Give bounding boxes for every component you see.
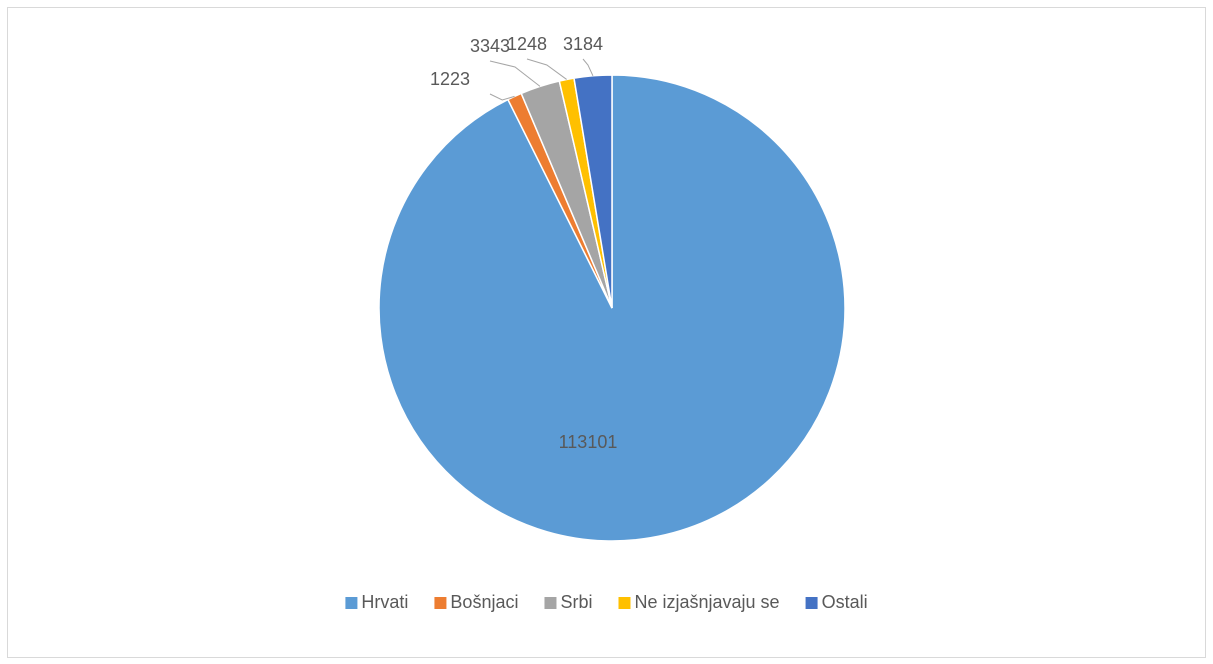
legend-label: Hrvati (361, 592, 408, 612)
legend-swatch (345, 597, 358, 609)
leader-line (526, 58, 567, 80)
legend-swatch (805, 597, 818, 609)
legend-swatch (434, 597, 447, 609)
legend-label: Ne izjašnjavaju se (634, 592, 779, 612)
legend-label: Bošnjaci (450, 592, 518, 612)
legend-swatch (618, 597, 631, 609)
data-label: 3343 (470, 36, 510, 56)
legend-swatch (544, 597, 557, 609)
leader-line (489, 93, 515, 101)
data-label: 1223 (430, 69, 470, 89)
pie-slice (573, 74, 613, 309)
data-label: 113101 (559, 432, 618, 452)
leader-line (489, 60, 541, 87)
legend-label: Ostali (822, 592, 868, 612)
legend-label: Srbi (560, 592, 592, 612)
leader-line (582, 58, 594, 76)
data-label: 3184 (563, 34, 603, 54)
data-label: 1248 (507, 34, 547, 54)
